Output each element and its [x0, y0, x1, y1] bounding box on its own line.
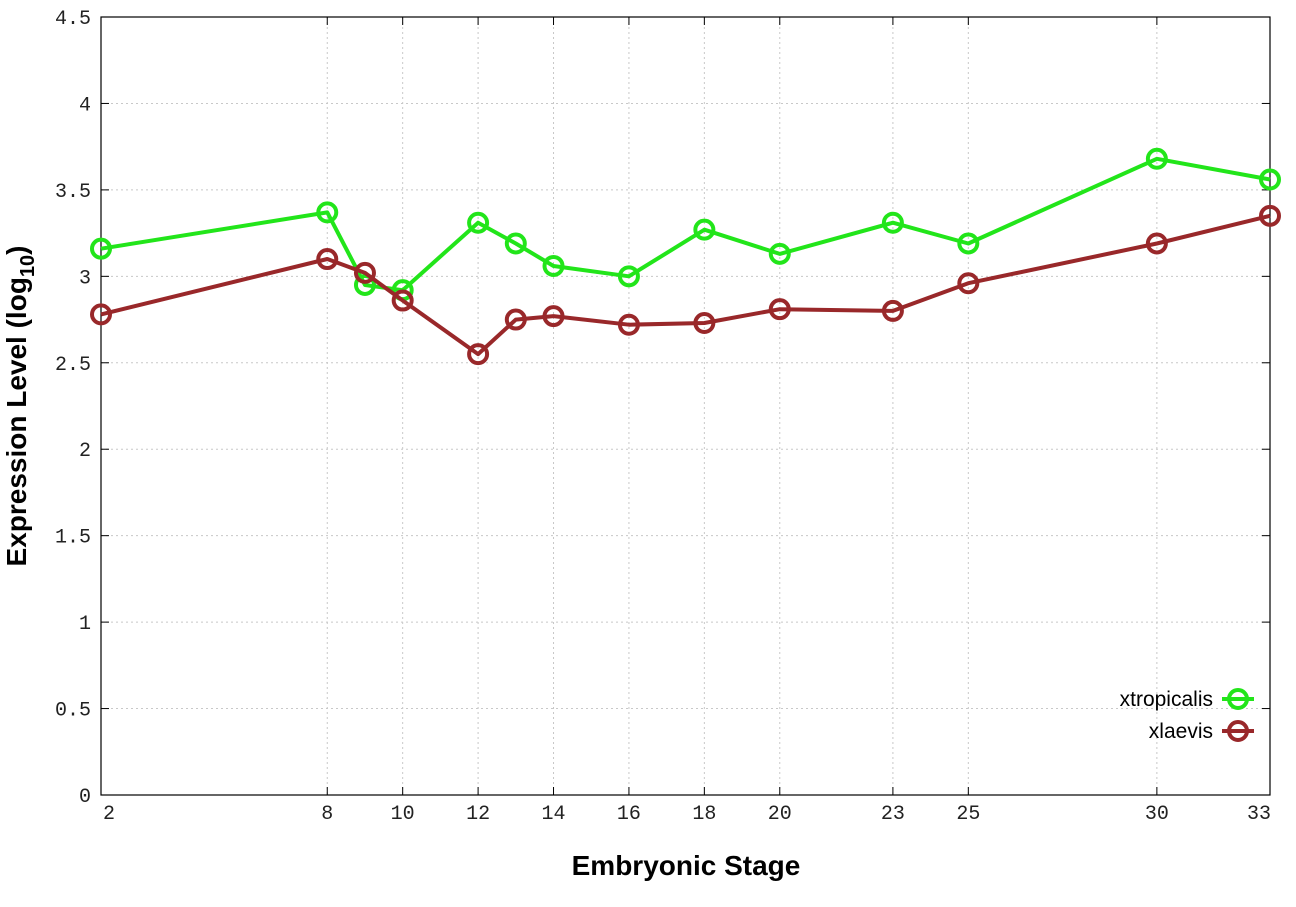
legend-marker-xtropicalis — [1227, 688, 1249, 710]
data-point-xlaevis — [467, 343, 490, 366]
data-point-xlaevis — [1259, 204, 1281, 227]
data-point-xtropicalis — [467, 211, 490, 234]
grid — [101, 17, 1270, 795]
x-tick-label: 2 — [103, 803, 115, 826]
y-tick-label: 4.5 — [55, 8, 91, 31]
x-tick-label: 25 — [956, 803, 980, 826]
data-point-xlaevis — [881, 299, 904, 322]
data-point-xtropicalis — [693, 218, 716, 241]
data-point-xlaevis — [391, 289, 414, 312]
plot-area — [100, 16, 1271, 796]
axis-ticks: 0 0.5 1 1.5 2 2.5 3 3.5 4 4.5 2 8 10 12 14 16 18 20 23 25 30… — [55, 8, 1271, 826]
data-point-xtropicalis — [881, 211, 904, 234]
data-point-xlaevis — [90, 303, 112, 326]
data-point-xlaevis — [542, 305, 565, 328]
data-point-xtropicalis — [504, 232, 527, 255]
y-tick-label: 2 — [79, 440, 91, 463]
data-point-xtropicalis — [617, 265, 640, 288]
x-tick-label: 18 — [692, 803, 716, 826]
y-tick-label: 0.5 — [55, 700, 91, 723]
y-tick-label: 2.5 — [55, 354, 91, 377]
y-axis-title-main: Expression Level (log — [1, 277, 32, 566]
data-point-xlaevis — [353, 261, 376, 284]
y-axis-title-subscript: 10 — [17, 255, 39, 277]
data-point-xlaevis — [504, 308, 527, 331]
legend-marker-xlaevis — [1227, 720, 1249, 742]
data-point-xlaevis — [768, 298, 791, 321]
x-tick-label: 33 — [1247, 803, 1271, 826]
x-tick-label: 14 — [542, 803, 566, 826]
data-point-xlaevis — [316, 248, 339, 271]
x-tick-label: 20 — [768, 803, 792, 826]
data-point-xtropicalis — [90, 237, 112, 260]
x-axis-title: Embryonic Stage — [572, 850, 801, 881]
y-tick-label: 4 — [79, 94, 91, 117]
data-point-xtropicalis — [316, 201, 339, 224]
legend-label-xtropicalis: xtropicalis — [1120, 688, 1213, 711]
legend-label-xlaevis: xlaevis — [1149, 720, 1213, 743]
data-point-xtropicalis — [768, 242, 791, 265]
y-tick-label: 1 — [79, 613, 91, 636]
data-point-xtropicalis — [957, 232, 980, 255]
y-tick-label: 0 — [79, 786, 91, 809]
data-point-xlaevis — [1145, 232, 1168, 255]
y-tick-label: 3.5 — [55, 181, 91, 204]
data-point-xlaevis — [693, 312, 716, 335]
data-point-xtropicalis — [1259, 168, 1281, 191]
x-tick-label: 8 — [321, 803, 333, 826]
x-tick-label: 12 — [466, 803, 490, 826]
x-tick-label: 23 — [881, 803, 905, 826]
data-point-xtropicalis — [542, 254, 565, 277]
y-tick-label: 1.5 — [55, 527, 91, 550]
data-point-xtropicalis — [1145, 147, 1168, 170]
y-tick-label: 3 — [79, 267, 91, 290]
series-line-xlaevis — [100, 213, 1271, 357]
y-axis-title: Expression Level (log10) — [1, 246, 39, 567]
series-line-xtropicalis — [100, 156, 1271, 293]
data-point-xlaevis — [957, 272, 980, 295]
data-point-xtropicalis — [353, 273, 376, 296]
x-tick-label: 10 — [391, 803, 415, 826]
y-axis-title-close: ) — [1, 246, 32, 255]
x-tick-label: 16 — [617, 803, 641, 826]
data-point-xlaevis — [617, 313, 640, 336]
series-lines — [90, 147, 1281, 366]
legend: xtropicalis xlaevis — [1120, 688, 1254, 743]
x-tick-label: 30 — [1145, 803, 1169, 826]
